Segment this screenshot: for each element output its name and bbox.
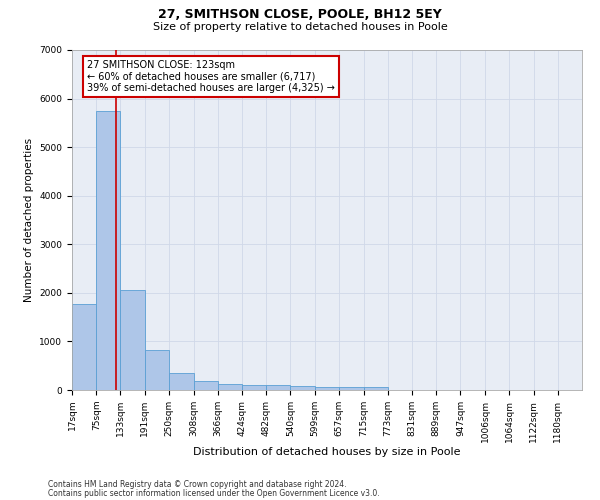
X-axis label: Distribution of detached houses by size in Poole: Distribution of detached houses by size … xyxy=(193,448,461,458)
Bar xyxy=(266,386,290,390)
Text: Size of property relative to detached houses in Poole: Size of property relative to detached ho… xyxy=(152,22,448,32)
Bar xyxy=(121,290,145,390)
Bar xyxy=(169,374,194,390)
Y-axis label: Number of detached properties: Number of detached properties xyxy=(24,138,34,302)
Text: Contains HM Land Registry data © Crown copyright and database right 2024.: Contains HM Land Registry data © Crown c… xyxy=(48,480,347,489)
Bar xyxy=(315,386,340,390)
Bar xyxy=(218,384,242,390)
Bar xyxy=(242,385,266,390)
Bar xyxy=(145,350,169,390)
Text: Contains public sector information licensed under the Open Government Licence v3: Contains public sector information licen… xyxy=(48,488,380,498)
Bar xyxy=(72,304,96,390)
Bar xyxy=(340,387,364,390)
Bar xyxy=(290,386,314,390)
Text: 27, SMITHSON CLOSE, POOLE, BH12 5EY: 27, SMITHSON CLOSE, POOLE, BH12 5EY xyxy=(158,8,442,20)
Text: 27 SMITHSON CLOSE: 123sqm
← 60% of detached houses are smaller (6,717)
39% of se: 27 SMITHSON CLOSE: 123sqm ← 60% of detac… xyxy=(88,60,335,94)
Bar xyxy=(96,110,121,390)
Bar xyxy=(364,388,388,390)
Bar xyxy=(194,381,218,390)
